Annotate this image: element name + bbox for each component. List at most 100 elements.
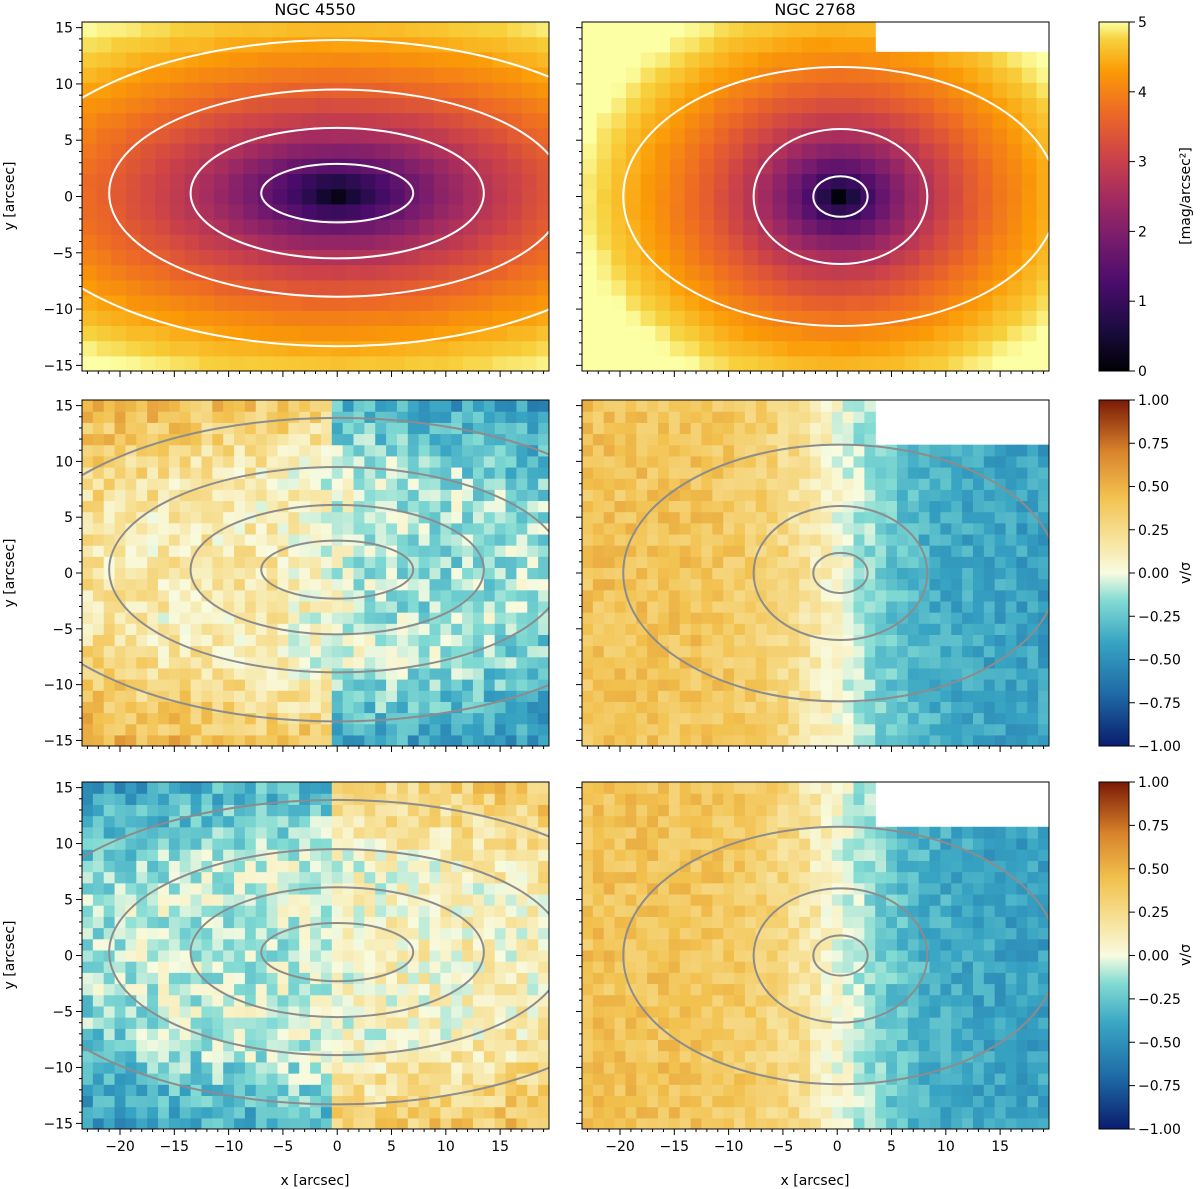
map-pixel [451, 623, 463, 635]
map-pixel [360, 67, 376, 83]
map-pixel [114, 826, 127, 839]
map-pixel [755, 422, 768, 435]
map-pixel [992, 51, 1008, 68]
map-pixel [1016, 533, 1028, 546]
map-pixel [494, 466, 507, 479]
map-pixel [755, 634, 768, 647]
map-pixel [125, 905, 137, 917]
map-pixel [625, 667, 637, 680]
map-pixel [345, 264, 362, 281]
map-pixel [875, 567, 887, 580]
map-pixel [636, 455, 648, 468]
map-pixel [757, 173, 774, 190]
map-pixel [582, 355, 598, 371]
map-pixel [933, 112, 950, 129]
map-pixel [82, 589, 94, 602]
map-pixel [419, 51, 435, 68]
map-pixel [919, 340, 935, 357]
map-pixel [433, 67, 450, 83]
map-pixel [257, 340, 274, 357]
map-pixel [136, 938, 148, 951]
map-pixel [1016, 656, 1028, 669]
map-pixel [994, 656, 1007, 669]
map-pixel [418, 623, 431, 635]
map-pixel [320, 556, 333, 569]
map-pixel [625, 249, 642, 266]
map-pixel [114, 804, 127, 817]
map-pixel [288, 667, 300, 680]
map-pixel [125, 793, 137, 805]
map-pixel [1016, 612, 1028, 624]
map-pixel [864, 455, 876, 468]
map-pixel [345, 97, 362, 114]
map-pixel [147, 589, 159, 602]
map-pixel [272, 158, 288, 175]
map-pixel [1016, 679, 1028, 691]
map-pixel [636, 567, 648, 580]
map-pixel [918, 478, 931, 490]
map-pixel [875, 701, 887, 714]
map-pixel [772, 143, 788, 159]
map-pixel [92, 478, 105, 490]
map-pixel [816, 97, 832, 114]
map-pixel [603, 656, 616, 669]
map-pixel [647, 712, 659, 725]
map-pixel [713, 340, 730, 357]
map-pixel [190, 567, 203, 580]
map-pixel [596, 112, 612, 129]
map-pixel [483, 656, 496, 669]
map-pixel [679, 578, 692, 591]
map-pixel [853, 612, 865, 624]
map-pixel [244, 1106, 257, 1119]
map-pixel [199, 355, 215, 371]
map-pixel [147, 782, 159, 794]
map-pixel [179, 455, 192, 468]
map-pixel [353, 433, 365, 446]
map-pixel [658, 545, 670, 557]
map-pixel [277, 422, 289, 435]
map-pixel [647, 734, 659, 746]
map-pixel [592, 723, 605, 736]
map-pixel [331, 203, 347, 220]
map-pixel [766, 522, 779, 535]
map-pixel [114, 690, 127, 702]
map-pixel [158, 522, 170, 535]
map-pixel [243, 22, 259, 38]
map-pixel [788, 600, 800, 613]
map-pixel [440, 433, 452, 446]
map-pixel [940, 667, 952, 680]
map-pixel [407, 667, 420, 680]
map-pixel [147, 1039, 159, 1052]
map-pixel [477, 143, 494, 159]
map-pixel [907, 623, 920, 635]
map-pixel [386, 455, 398, 468]
map-pixel [904, 127, 920, 144]
map-pixel [842, 522, 855, 535]
map-pixel [201, 1106, 213, 1119]
map-pixel [82, 400, 94, 412]
map-pixel [929, 578, 941, 591]
map-pixel [810, 645, 822, 658]
map-pixel [962, 734, 974, 746]
map-pixel [799, 645, 811, 658]
map-pixel [636, 433, 648, 446]
map-pixel [494, 723, 507, 736]
map-pixel [331, 340, 347, 357]
map-pixel [744, 589, 757, 602]
map-pixel [799, 723, 811, 736]
map-pixel [103, 645, 116, 658]
map-pixel [158, 411, 170, 423]
map-pixel [655, 295, 671, 311]
map-pixel [140, 22, 156, 38]
map-pixel [448, 310, 464, 327]
map-pixel [396, 600, 409, 613]
map-pixel [743, 97, 759, 114]
map-pixel [125, 67, 142, 83]
map-pixel [690, 600, 703, 613]
map-pixel [96, 219, 112, 235]
map-pixel [288, 949, 300, 962]
map-pixel [288, 1117, 300, 1129]
map-pixel [962, 712, 974, 725]
map-pixel [831, 219, 847, 235]
map-pixel [766, 411, 779, 423]
